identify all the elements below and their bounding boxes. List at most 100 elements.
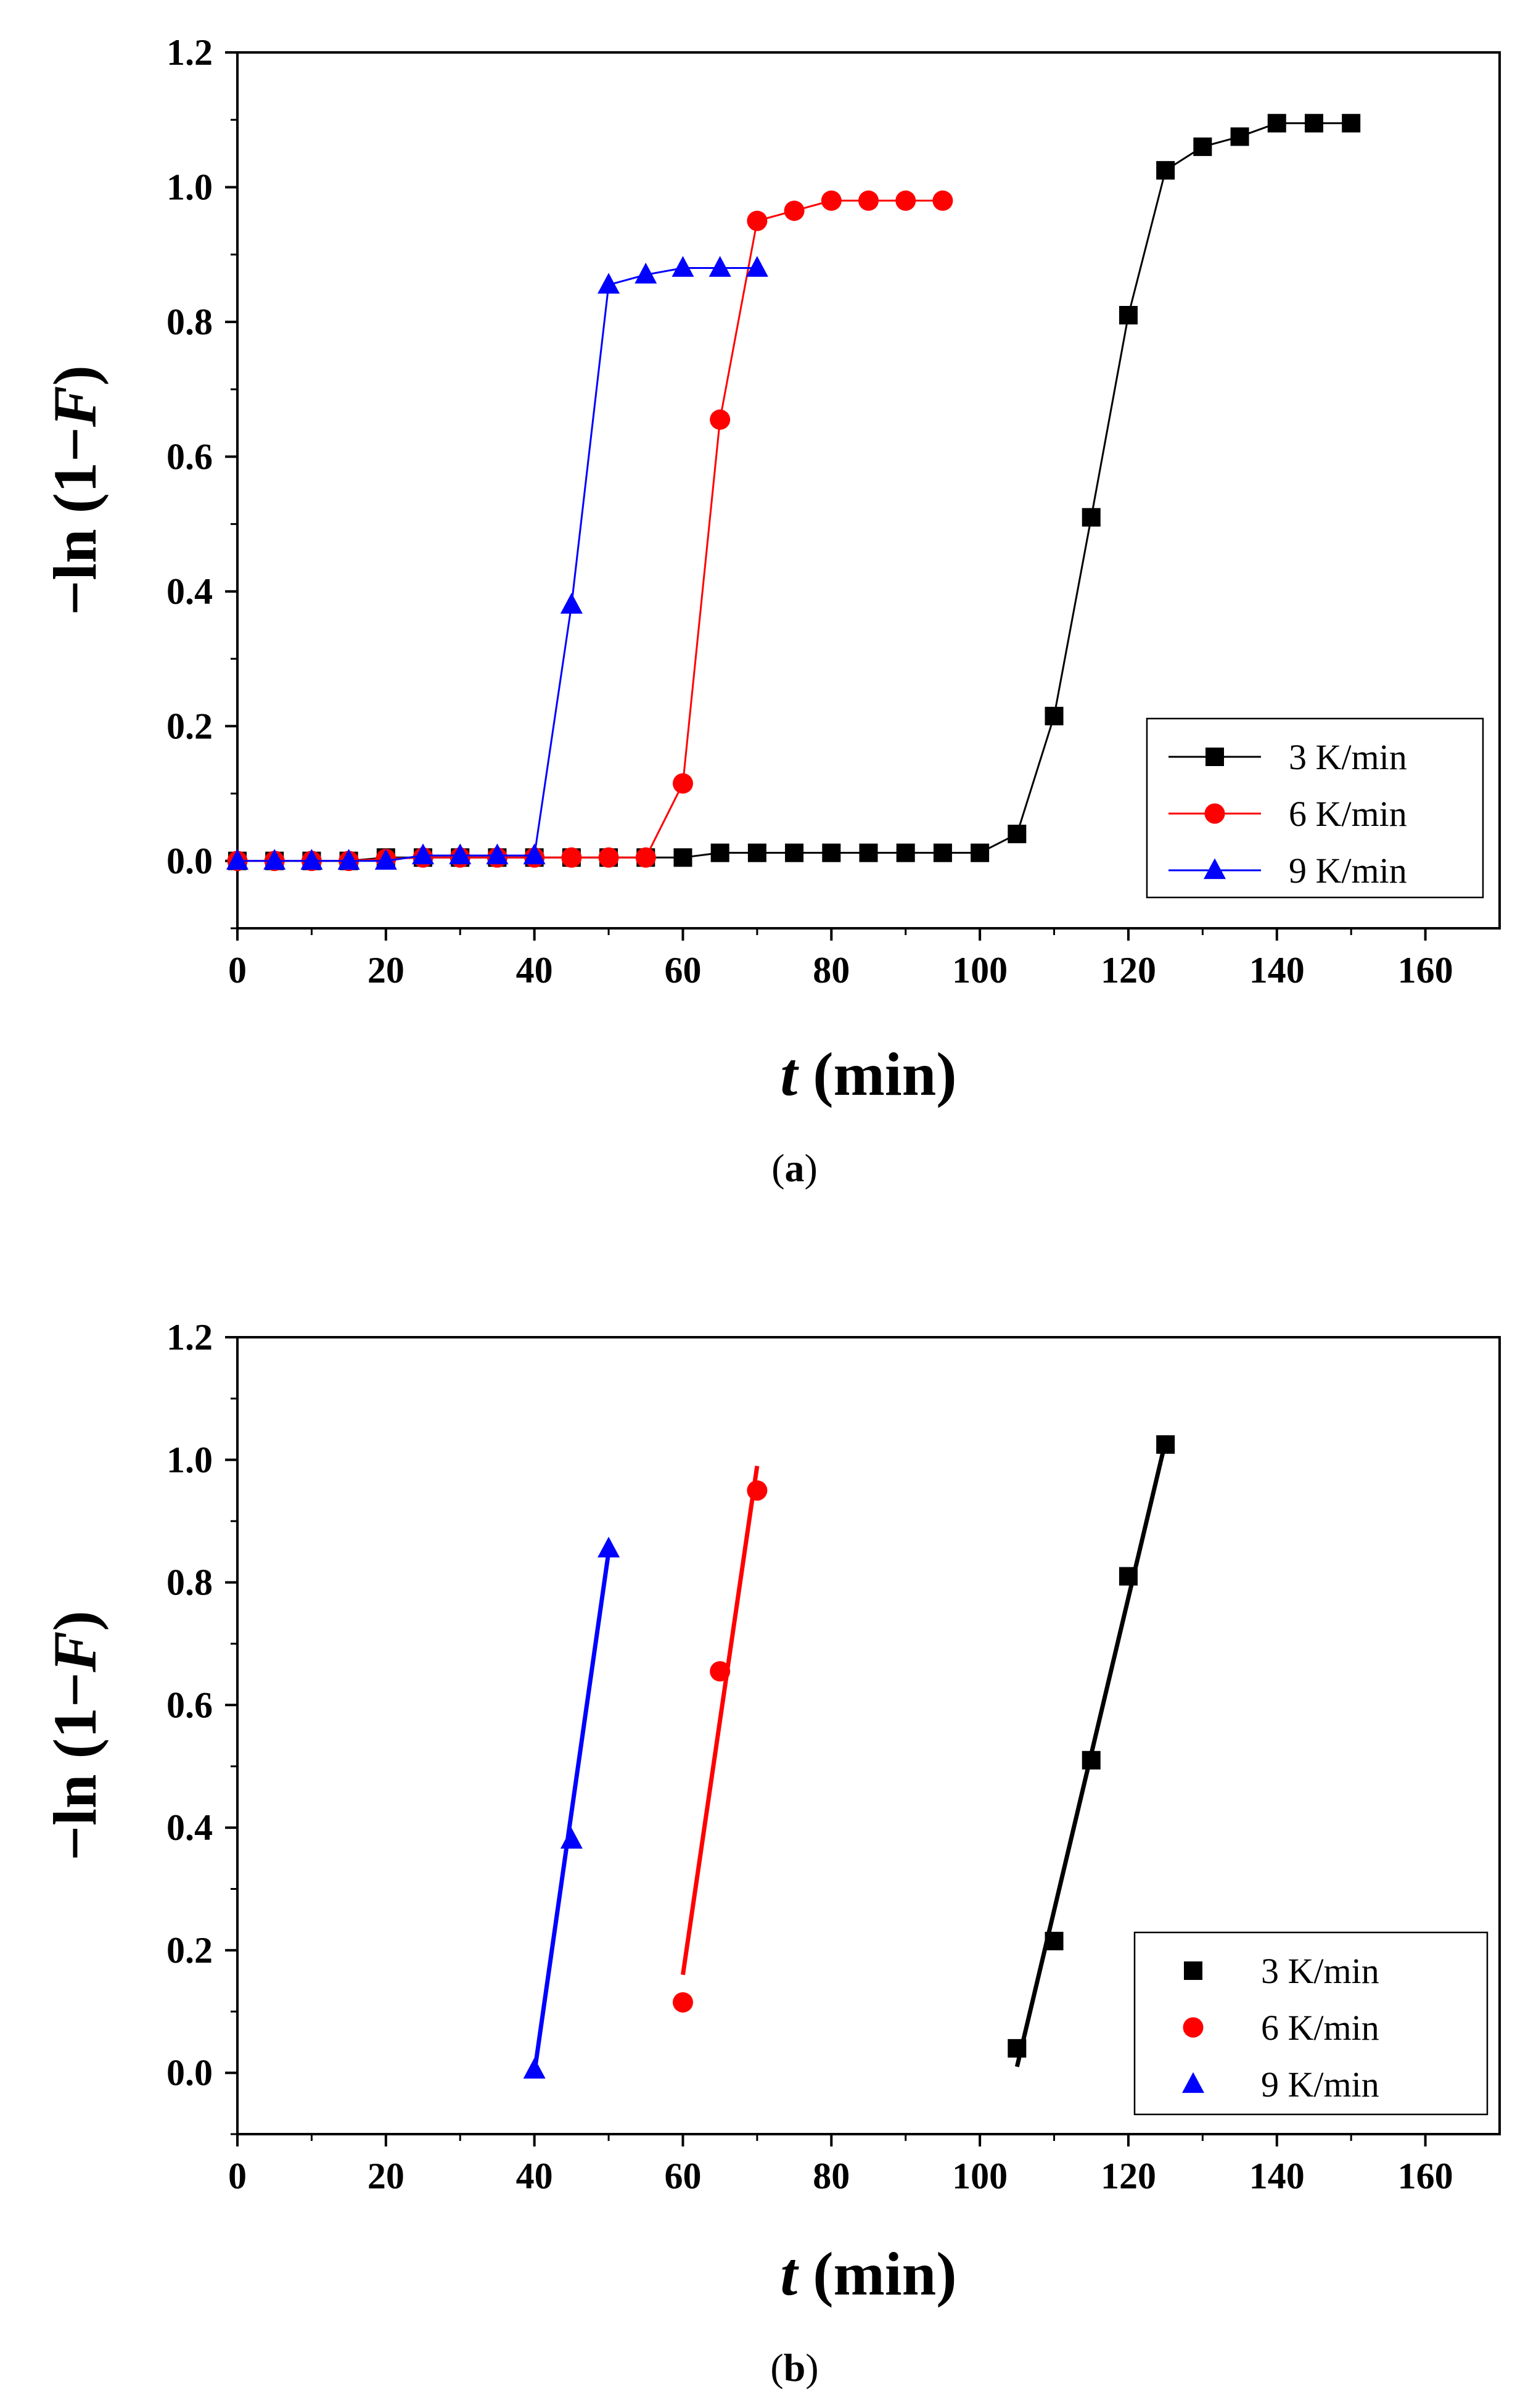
data-point — [1267, 113, 1286, 133]
legend-label: 3 K/min — [1289, 737, 1407, 777]
data-point — [1119, 306, 1138, 324]
x-tick-label: 80 — [813, 950, 850, 991]
legend-marker — [1184, 1961, 1202, 1980]
data-point — [374, 849, 397, 870]
legend: 3 K/min 6 K/min 9 K/min — [1146, 717, 1484, 899]
x-tick-label: 100 — [952, 2156, 1008, 2196]
data-point — [822, 843, 841, 862]
data-point — [263, 849, 286, 870]
data-point — [745, 256, 768, 277]
data-point — [1304, 113, 1323, 133]
x-tick-label: 120 — [1101, 950, 1156, 991]
x-tick-label: 80 — [813, 2156, 850, 2196]
legend-marker — [1183, 2017, 1204, 2038]
data-point — [560, 593, 583, 614]
data-point — [598, 1536, 620, 1558]
x-axis-title: t (min) — [780, 2240, 956, 2308]
x-tick-label: 20 — [368, 2156, 405, 2196]
series-line — [237, 199, 943, 862]
legend-label: 9 K/min — [1261, 2064, 1379, 2105]
data-point — [449, 843, 472, 865]
data-point — [672, 773, 693, 794]
data-point — [933, 843, 952, 862]
y-tick-label: 0.6 — [166, 436, 213, 477]
y-tick-label: 0.8 — [166, 1562, 213, 1603]
data-point — [1119, 1567, 1138, 1586]
y-tick-label: 0.6 — [166, 1684, 213, 1725]
plot-frame — [236, 1336, 1501, 2135]
data-point — [896, 843, 915, 862]
y-tick-label: 1.0 — [166, 167, 213, 207]
data-point — [523, 2058, 546, 2079]
legend-label: 6 K/min — [1289, 794, 1407, 834]
y-tick-label: 0.8 — [166, 302, 213, 342]
x-tick-label: 160 — [1398, 950, 1453, 991]
legend-label: 3 K/min — [1261, 1951, 1379, 1991]
legend-marker — [1182, 2072, 1204, 2093]
y-tick-label: 0.4 — [166, 571, 213, 612]
series-6-K-min — [227, 190, 953, 872]
legend-label: 6 K/min — [1261, 2008, 1379, 2048]
data-point — [1230, 127, 1249, 146]
x-tick-label: 100 — [952, 950, 1008, 991]
data-point — [598, 273, 620, 294]
plot-frame — [236, 51, 1501, 930]
y-tick-label: 0.0 — [166, 841, 213, 881]
data-point — [932, 190, 953, 211]
data-point — [337, 849, 360, 870]
y-tick-label: 1.2 — [166, 1317, 213, 1358]
data-point — [785, 843, 804, 862]
data-point — [971, 843, 990, 862]
series-line — [237, 267, 757, 862]
y-tick-label: 0.2 — [166, 706, 213, 746]
data-point — [1082, 508, 1101, 527]
data-point — [486, 843, 509, 865]
x-tick-label: 60 — [664, 950, 701, 991]
fit-line — [532, 1551, 611, 2074]
data-point — [635, 847, 656, 868]
legend-box — [1146, 717, 1484, 899]
data-point — [710, 409, 731, 430]
data-point — [1193, 137, 1212, 156]
y-tick-label: 1.2 — [166, 32, 213, 73]
chart-panel-a: 0 20 40 60 80 100 120 140 160 0.0 0.2 0.4 0.6 0.8 1.0 1… — [41, 32, 1501, 1190]
x-tick-label: 0 — [228, 2156, 247, 2196]
data-point — [671, 256, 694, 277]
legend: 3 K/min 6 K/min 9 K/min — [1133, 1931, 1489, 2116]
legend-label: 9 K/min — [1289, 851, 1407, 891]
data-point — [673, 848, 692, 867]
data-point — [821, 190, 842, 211]
data-point — [561, 847, 582, 868]
data-point — [747, 210, 768, 231]
data-point — [1082, 1750, 1101, 1770]
y-axis-title: −ln (1−F) — [41, 365, 109, 616]
data-point — [710, 1661, 731, 1682]
y-tick-label: 0.2 — [166, 1930, 213, 1971]
legend-marker — [1205, 748, 1224, 766]
y-axis-title: −ln (1−F) — [41, 1610, 109, 1861]
x-tick-label: 40 — [516, 2156, 553, 2196]
fit-line — [681, 1466, 760, 1976]
data-point — [1045, 1931, 1064, 1950]
data-point — [710, 843, 729, 862]
panel-label: (b) — [770, 2346, 818, 2389]
x-tick-label: 140 — [1249, 950, 1305, 991]
series-6-K-min — [672, 1466, 768, 2013]
data-point — [1342, 113, 1361, 133]
data-point — [672, 1992, 693, 2013]
legend-marker — [1204, 803, 1225, 824]
x-tick-label: 60 — [664, 2156, 701, 2196]
data-point — [1008, 2039, 1027, 2058]
x-tick-label: 120 — [1101, 2156, 1156, 2196]
data-point — [784, 200, 805, 221]
y-tick-label: 0.4 — [166, 1807, 213, 1848]
y-tick-label: 0.0 — [166, 2053, 213, 2093]
data-point — [708, 256, 731, 277]
series-9-K-min — [226, 256, 768, 870]
data-point — [300, 849, 323, 870]
data-point — [747, 843, 766, 862]
x-tick-label: 160 — [1398, 2156, 1453, 2196]
x-axis-title: t (min) — [780, 1040, 956, 1108]
legend-marker — [1204, 858, 1226, 880]
